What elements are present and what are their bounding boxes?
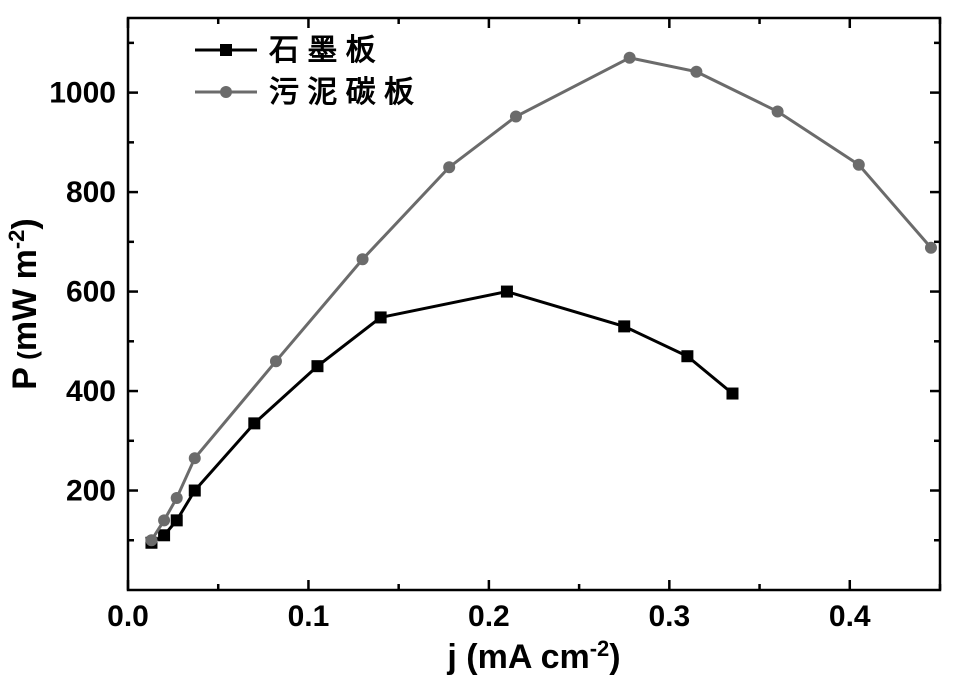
marker-circle xyxy=(510,110,522,122)
marker-circle xyxy=(357,253,369,265)
series-line-1 xyxy=(151,58,931,540)
marker-circle xyxy=(270,355,282,367)
marker-square xyxy=(375,311,387,323)
marker-circle xyxy=(624,52,636,64)
marker-square xyxy=(311,360,323,372)
y-tick-label: 800 xyxy=(66,176,116,209)
x-axis-label: j (mA cm-2) xyxy=(446,636,620,677)
chart-svg: 0.0 0.1 0.2 0.3 0.4 200 400 600 800 1000 j (mA cm-… xyxy=(0,0,963,683)
x-tick-label: 0.1 xyxy=(288,600,330,633)
marker-circle xyxy=(145,534,157,546)
legend-label: 污 泥 碳 板 xyxy=(269,76,414,109)
y-tick-label: 200 xyxy=(66,475,116,508)
legend-label: 石 墨 板 xyxy=(268,34,376,67)
legend-marker-circle xyxy=(220,86,232,98)
marker-circle xyxy=(158,514,170,526)
marker-square xyxy=(618,320,630,332)
marker-circle xyxy=(189,452,201,464)
marker-square xyxy=(681,350,693,362)
marker-circle xyxy=(443,161,455,173)
x-tick-label: 0.0 xyxy=(107,600,149,633)
marker-circle xyxy=(171,492,183,504)
marker-square xyxy=(501,286,513,298)
marker-circle xyxy=(772,106,784,118)
marker-square xyxy=(189,485,201,497)
y-axis-label: P (mW m-2) xyxy=(4,218,45,389)
marker-circle xyxy=(925,242,937,254)
y-tick-label: 600 xyxy=(66,276,116,309)
x-tick-label: 0.4 xyxy=(829,600,871,633)
marker-circle xyxy=(690,66,702,78)
x-tick-label: 0.2 xyxy=(468,600,510,633)
y-tick-label: 1000 xyxy=(49,77,116,110)
x-tick-label: 0.3 xyxy=(648,600,690,633)
chart-container: 0.0 0.1 0.2 0.3 0.4 200 400 600 800 1000 j (mA cm-… xyxy=(0,0,963,683)
y-tick-label: 400 xyxy=(66,375,116,408)
marker-square xyxy=(171,514,183,526)
series-line-0 xyxy=(151,292,732,543)
marker-circle xyxy=(853,159,865,171)
marker-square xyxy=(726,388,738,400)
legend-marker-square xyxy=(220,44,232,56)
marker-square xyxy=(248,417,260,429)
marker-square xyxy=(158,529,170,541)
